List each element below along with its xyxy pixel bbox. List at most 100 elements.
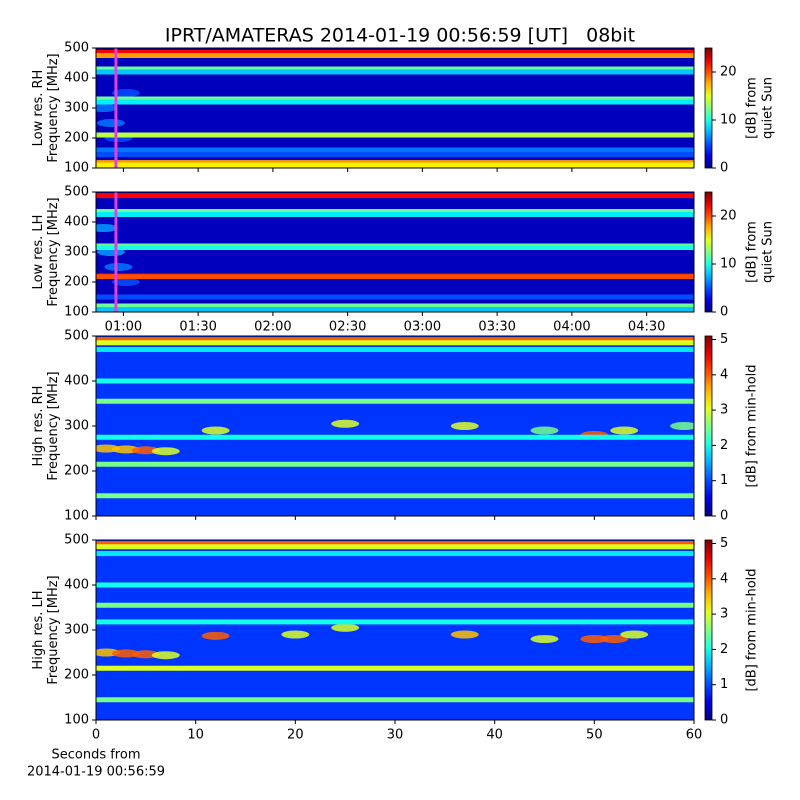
colorbar-tick-label: 0 bbox=[720, 509, 728, 524]
spot bbox=[331, 623, 360, 632]
spot bbox=[620, 630, 649, 639]
band bbox=[96, 274, 694, 280]
y-tick-label: 200 bbox=[64, 464, 89, 479]
y-tick-label: 200 bbox=[64, 131, 89, 146]
spot bbox=[580, 635, 609, 643]
band bbox=[96, 294, 694, 300]
colorbar-tick-label: 5 bbox=[720, 536, 728, 551]
band bbox=[96, 307, 694, 312]
spot bbox=[104, 263, 133, 271]
colorbar-tick-label: 2 bbox=[720, 438, 728, 453]
spot bbox=[201, 631, 230, 640]
colorbar-tick-label: 0 bbox=[720, 161, 728, 176]
band bbox=[96, 69, 694, 75]
colorbar-label: [dB] from bbox=[745, 77, 760, 139]
x-tick-label: 30 bbox=[387, 728, 404, 743]
colorbar-tick-label: 20 bbox=[720, 209, 737, 224]
band bbox=[96, 212, 694, 217]
y-axis-label: Frequency [MHz] bbox=[46, 371, 61, 480]
spot bbox=[450, 630, 479, 639]
spot bbox=[530, 635, 559, 643]
x-tick-label: 04:00 bbox=[553, 320, 590, 335]
colorbar-label: quiet Sun bbox=[761, 221, 776, 283]
y-tick-label: 500 bbox=[64, 533, 89, 548]
x-tick-label: 02:30 bbox=[329, 320, 366, 335]
panel: 100 200 300 400 500 High res. RH Frequency [MH… bbox=[31, 329, 760, 524]
band bbox=[96, 162, 694, 168]
y-axis-label: Low res. LH bbox=[31, 215, 46, 290]
y-tick-label: 100 bbox=[64, 305, 89, 320]
colorbar-tick-label: 4 bbox=[720, 571, 728, 586]
x-tick-label: 10 bbox=[187, 728, 204, 743]
colorbar-tick-label: 0 bbox=[720, 305, 728, 320]
x-tick-label: 0 bbox=[92, 728, 100, 743]
spot bbox=[96, 104, 118, 112]
y-tick-label: 300 bbox=[64, 419, 89, 434]
band bbox=[96, 461, 694, 467]
x-tick-label: 03:00 bbox=[404, 320, 441, 335]
y-axis-label: Frequency [MHz] bbox=[46, 197, 61, 306]
y-tick-label: 500 bbox=[64, 185, 89, 200]
colorbar bbox=[704, 191, 713, 313]
colorbar-tick-label: 1 bbox=[720, 473, 728, 488]
band bbox=[96, 303, 694, 309]
spot bbox=[201, 426, 230, 435]
x-tick-label: 50 bbox=[586, 728, 603, 743]
band bbox=[96, 53, 694, 58]
y-tick-label: 200 bbox=[64, 668, 89, 683]
x-tick-label: 20 bbox=[287, 728, 304, 743]
y-tick-label: 400 bbox=[64, 374, 89, 389]
spot bbox=[610, 426, 639, 435]
x-tick-label: 02:00 bbox=[254, 320, 291, 335]
spot bbox=[530, 426, 559, 435]
y-tick-label: 400 bbox=[64, 71, 89, 86]
band bbox=[96, 99, 694, 105]
band bbox=[96, 582, 694, 588]
y-tick-label: 500 bbox=[64, 329, 89, 344]
spot bbox=[281, 630, 310, 639]
spot bbox=[600, 635, 629, 643]
plot-area bbox=[96, 336, 694, 516]
band bbox=[96, 665, 694, 671]
band bbox=[96, 193, 694, 199]
band bbox=[96, 544, 694, 550]
background bbox=[96, 540, 694, 720]
spot bbox=[151, 447, 180, 456]
band bbox=[96, 337, 694, 343]
y-tick-label: 400 bbox=[64, 578, 89, 593]
band bbox=[96, 66, 694, 72]
band bbox=[96, 96, 694, 102]
spot bbox=[96, 119, 125, 127]
colorbar-tick-label: 2 bbox=[720, 642, 728, 657]
colorbar bbox=[704, 47, 713, 169]
y-tick-label: 100 bbox=[64, 161, 89, 176]
colorbar-tick-label: 3 bbox=[720, 403, 728, 418]
band bbox=[96, 132, 694, 138]
y-axis-label: Frequency [MHz] bbox=[46, 575, 61, 684]
spot bbox=[96, 224, 118, 232]
y-tick-label: 300 bbox=[64, 623, 89, 638]
y-tick-label: 400 bbox=[64, 215, 89, 230]
y-tick-label: 100 bbox=[64, 713, 89, 728]
y-axis-label: Low res. RH bbox=[31, 70, 46, 147]
x-axis-label: Seconds from bbox=[51, 748, 140, 763]
y-tick-label: 200 bbox=[64, 275, 89, 290]
y-tick-label: 500 bbox=[64, 41, 89, 56]
x-tick-label: 40 bbox=[486, 728, 503, 743]
band bbox=[96, 50, 694, 55]
band bbox=[96, 245, 694, 250]
x-axis-label: 2014-01-19 00:56:59 bbox=[27, 765, 165, 780]
band bbox=[96, 152, 694, 157]
band bbox=[96, 602, 694, 608]
colorbar-tick-label: 1 bbox=[720, 677, 728, 692]
y-tick-label: 100 bbox=[64, 509, 89, 524]
y-tick-label: 300 bbox=[64, 245, 89, 260]
colorbar-label: [dB] from bbox=[745, 221, 760, 283]
band bbox=[96, 209, 694, 214]
colorbar-tick-label: 20 bbox=[720, 65, 737, 80]
band bbox=[96, 697, 694, 703]
colorbar-tick-label: 5 bbox=[720, 332, 728, 347]
